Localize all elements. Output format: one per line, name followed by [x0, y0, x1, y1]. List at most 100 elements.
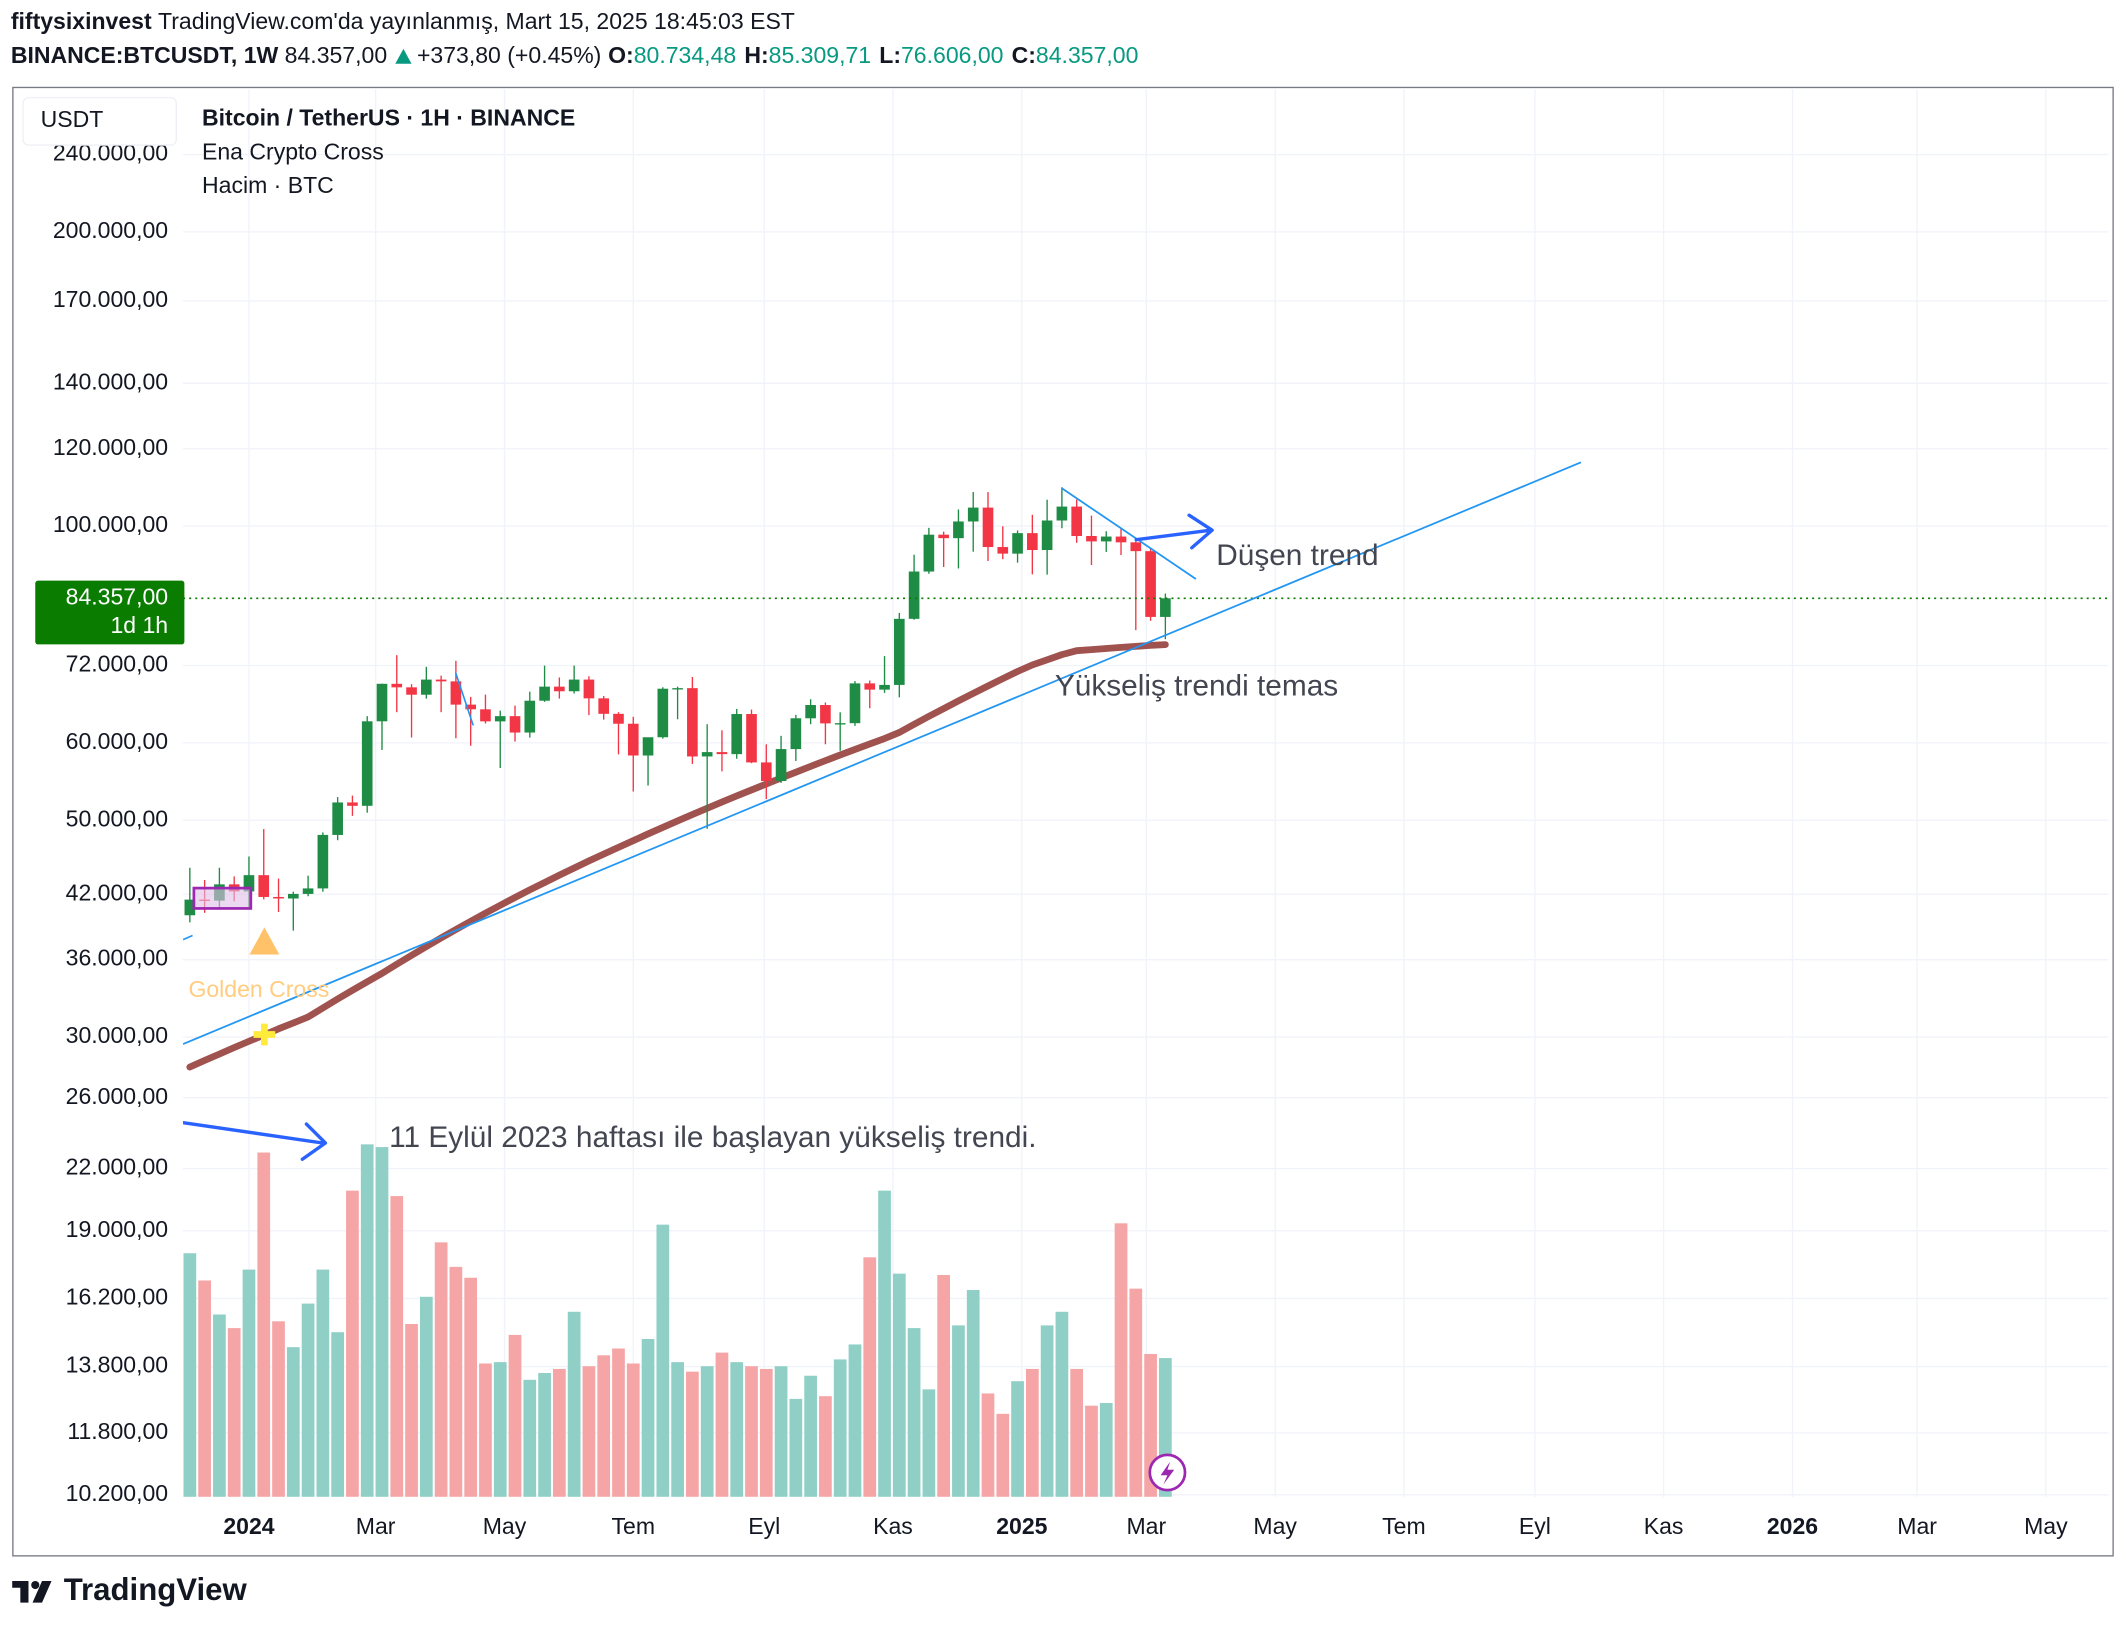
- candle-body: [760, 762, 772, 782]
- volume-bar: [1085, 1405, 1098, 1497]
- logo-mark: [12, 1580, 29, 1603]
- y-tick-label: 42.000,00: [66, 879, 168, 905]
- logo-mark: [31, 1580, 40, 1590]
- x-tick-label: 2024: [223, 1513, 274, 1539]
- candle-body: [376, 683, 388, 722]
- indicator-line: [186, 641, 1169, 1071]
- candle-body: [613, 713, 624, 724]
- volume-bar: [538, 1373, 551, 1497]
- ohlc-item: O:80.734,48: [608, 42, 736, 68]
- annotation: Düşen trend: [1216, 539, 1378, 572]
- volume-bar: [641, 1338, 655, 1497]
- y-tick-label: 60.000,00: [66, 728, 168, 754]
- currency-box[interactable]: [22, 96, 177, 146]
- x-tick-label: May: [1253, 1513, 1297, 1539]
- candle-body: [997, 547, 1009, 554]
- candle-body: [879, 684, 890, 690]
- candle-body: [406, 687, 417, 695]
- candle-body: [302, 888, 314, 894]
- candle-body: [524, 700, 536, 733]
- candle-body: [775, 749, 787, 782]
- candle-body: [923, 534, 935, 572]
- brand: TradingView: [64, 1572, 248, 1607]
- volume-bar: [819, 1396, 832, 1497]
- price-label-box: [35, 580, 185, 645]
- volume-bar: [582, 1366, 596, 1497]
- y-tick-label: 100.000,00: [53, 511, 168, 537]
- plot-area: 10.200,00 11.800,00 13.800,00 16.200,00 19.0…: [53, 88, 2109, 1539]
- price-label-countdown: 1d 1h: [110, 612, 168, 638]
- volume-bar: [301, 1303, 315, 1497]
- candle-body: [598, 698, 610, 714]
- volume-bar: [553, 1368, 566, 1497]
- x-tick-label: Mar: [356, 1513, 396, 1539]
- y-tick-label: 10.200,00: [66, 1480, 168, 1506]
- volume-bar: [183, 1253, 197, 1497]
- volume-bar: [316, 1269, 330, 1497]
- candle-body: [893, 618, 905, 685]
- volume-bar: [198, 1280, 211, 1497]
- volume-bar: [833, 1359, 847, 1497]
- price-label: 84.357,00 1d 1h: [35, 580, 185, 645]
- candle-body: [642, 737, 654, 756]
- golden-cross-marker: [249, 927, 280, 955]
- ohlc: O:80.734,48 H:85.309,71 L:76.606,00 C:84.35…: [608, 42, 1138, 68]
- ohlc-value: 76.606,00: [901, 42, 1003, 68]
- candle-body: [435, 679, 447, 682]
- volume-bar: [922, 1389, 936, 1497]
- volume-bar: [804, 1375, 817, 1497]
- up-arrow: [395, 48, 412, 64]
- volume-bar: [331, 1332, 345, 1497]
- volume-bar: [848, 1344, 862, 1497]
- volume-bar: [242, 1269, 256, 1497]
- candle-body: [317, 834, 329, 889]
- x-tick-label: May: [2024, 1513, 2068, 1539]
- volume-bar: [1025, 1368, 1039, 1497]
- ohlc-label: C:: [1012, 42, 1036, 68]
- volume-bar: [745, 1366, 758, 1497]
- volume-bar: [227, 1328, 241, 1497]
- y-tick-label: 200.000,00: [53, 217, 168, 243]
- alert-bolt: [1160, 1461, 1175, 1485]
- candle-body: [1027, 533, 1038, 551]
- candle-body: [273, 896, 284, 899]
- legend-entry: Hacim · BTC: [202, 172, 334, 198]
- volume-bar: [1040, 1325, 1054, 1497]
- ohlc-label: O:: [608, 42, 634, 68]
- candle-body: [820, 705, 831, 724]
- candle-body: [687, 688, 698, 757]
- pane-title: Bitcoin / TetherUS · 1H · BINANCE: [202, 104, 575, 130]
- candle-body: [1056, 506, 1068, 521]
- x-tick-label: Mar: [1897, 1513, 1937, 1539]
- candle-body: [716, 752, 728, 755]
- candle-body: [1071, 506, 1083, 536]
- highlight-box: [192, 886, 253, 910]
- x-tick-label: Mar: [1126, 1513, 1166, 1539]
- candle-body: [701, 752, 713, 757]
- arrow: [183, 1120, 328, 1161]
- candle-body: [258, 875, 270, 897]
- volume-bar: [375, 1147, 389, 1497]
- symbol-line: BINANCE:BTCUSDT, 1W 84.357,00: [11, 42, 387, 68]
- volume-bar: [449, 1266, 463, 1497]
- volume-bar: [626, 1363, 640, 1497]
- candle-body: [243, 875, 255, 892]
- candle-body: [672, 688, 683, 690]
- volume-bar: [508, 1334, 522, 1497]
- candle-body: [465, 704, 476, 710]
- legend-entry: Ena Crypto Cross: [202, 138, 384, 164]
- x-tick-label: Eyl: [748, 1513, 780, 1539]
- candle-body: [938, 534, 949, 539]
- volume-bar: [1055, 1311, 1069, 1497]
- volume-bar: [1114, 1223, 1128, 1497]
- drawings: Golden Cross Düşen trend Yükseliş trendi…: [183, 461, 1582, 1492]
- candle-body: [953, 521, 964, 539]
- volume-bar: [419, 1296, 433, 1497]
- ohlc-value: 80.734,48: [634, 42, 736, 68]
- candle-body: [731, 714, 743, 755]
- x-tick-label: 2026: [1767, 1513, 1818, 1539]
- y-tick-label: 13.800,00: [66, 1352, 168, 1378]
- frame: [12, 86, 2114, 1557]
- candle-body: [184, 899, 196, 916]
